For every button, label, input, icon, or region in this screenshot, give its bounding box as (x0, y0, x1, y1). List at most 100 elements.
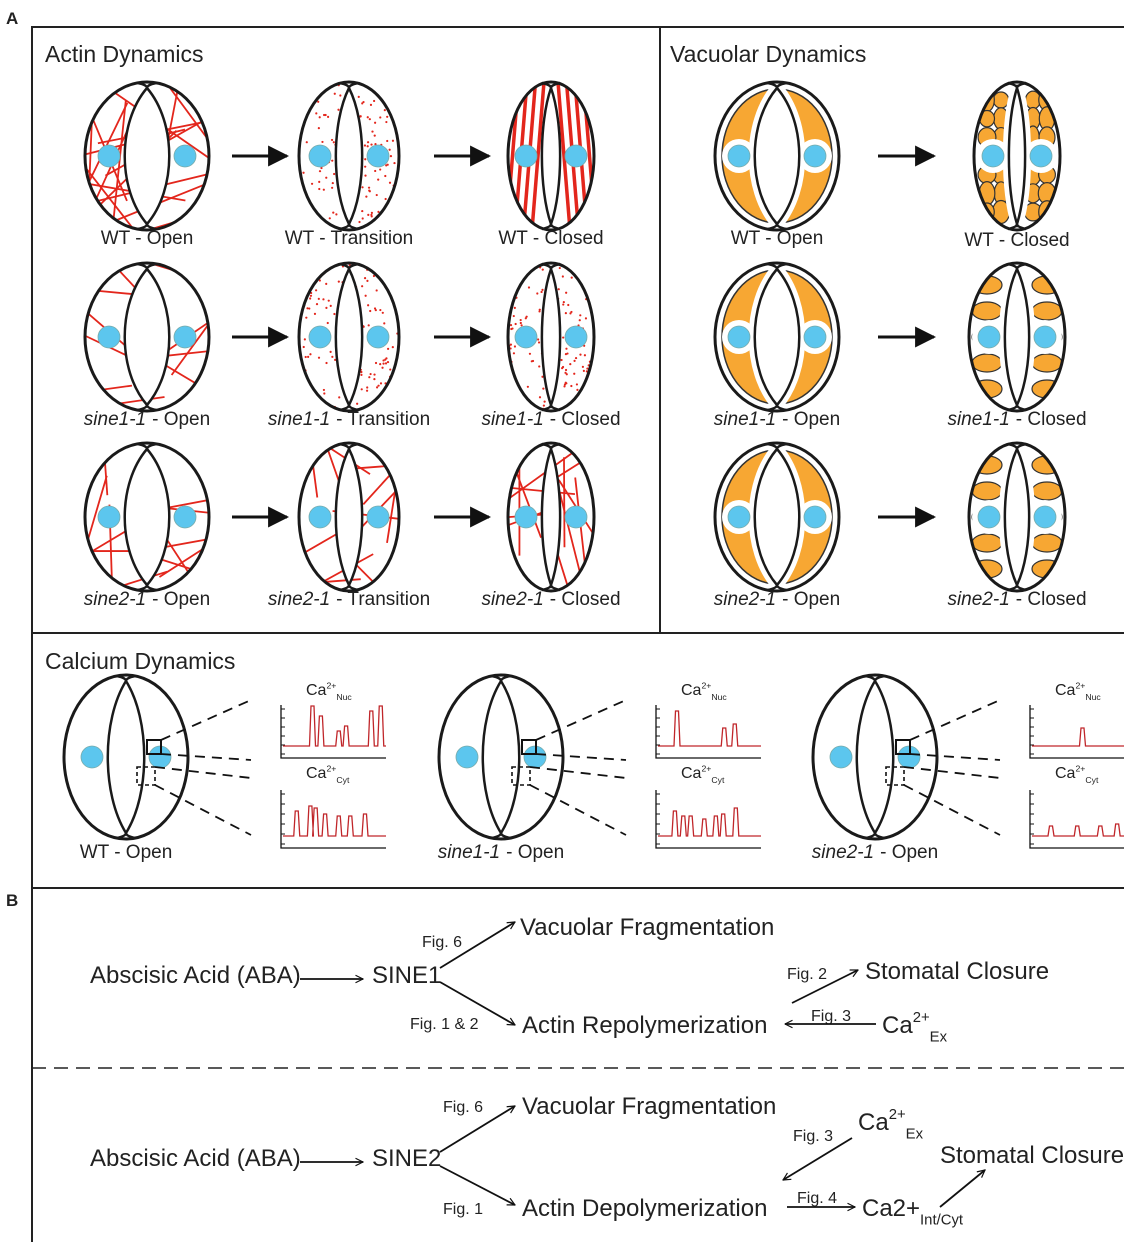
actin-fragment (305, 316, 308, 319)
state: - Transition (319, 228, 413, 249)
trace-axes (280, 705, 386, 759)
actin-fragment (372, 84, 376, 87)
actin-fragment (582, 269, 585, 272)
actin-fragment (305, 141, 308, 144)
actin-fragment (318, 180, 321, 183)
trace-title: Ca2+Nuc (1055, 681, 1101, 702)
notch (339, 262, 359, 412)
genotype: WT (101, 228, 131, 249)
nucleus (829, 745, 853, 769)
actin-fragment (385, 120, 388, 124)
actin-fragment (332, 141, 335, 144)
notch (1007, 262, 1027, 412)
actin-fragment (365, 195, 368, 198)
arrow (791, 969, 858, 1004)
edge-label: Fig. 2 (787, 966, 827, 983)
actin-fragment (338, 396, 341, 399)
subscript: Nuc (711, 692, 727, 702)
stoma (297, 261, 401, 413)
pathway-node: Ca2+Int/Cyt (862, 1195, 964, 1228)
actin-fragment (366, 116, 369, 119)
actin-fragment (301, 287, 304, 290)
actin-fragment (337, 280, 340, 283)
actin-fragment (524, 266, 527, 269)
nuclear-roi (521, 739, 537, 755)
actin-fragment (360, 388, 363, 391)
actin-fragment (508, 293, 510, 297)
arrow (439, 921, 515, 969)
caption: sine2-1 - Open (714, 589, 840, 610)
actin-fragment (375, 193, 378, 197)
actin-fragment (370, 215, 373, 218)
cell-wall (967, 261, 1067, 413)
notch (491, 674, 511, 840)
state: - Open (782, 589, 840, 610)
actin-fragment (361, 217, 364, 220)
caption: sine2-1 - Transition (268, 589, 430, 610)
actin-fragment (329, 350, 332, 353)
actin-fragment (377, 384, 380, 387)
pathway-node: SINE1 (372, 962, 441, 989)
actin-fragment (558, 266, 561, 270)
actin-fragment (389, 368, 392, 371)
actin-filament (154, 357, 209, 406)
actin-fragment (538, 308, 541, 311)
stoma (811, 673, 939, 841)
vacuole (992, 91, 1010, 109)
nucleus (97, 144, 121, 168)
actin-fragment (377, 263, 380, 266)
genotype: sine1-1 (268, 409, 330, 430)
nucleus (977, 505, 1001, 529)
actin-fragment (365, 389, 369, 392)
actin-fragment (318, 116, 321, 119)
actin-fragment (561, 275, 564, 278)
text-base: SINE1 (372, 962, 441, 989)
actin-fragment (378, 225, 381, 228)
nucleus (564, 325, 588, 349)
pathway-node: Actin Repolymerization (522, 1012, 767, 1039)
panel-label: B (6, 891, 18, 910)
actin-fragment (373, 373, 376, 376)
state: - Transition (336, 589, 430, 610)
actin-fragment (331, 355, 334, 358)
superscript: 2+ (701, 764, 711, 774)
actin-fragment (397, 292, 399, 295)
cell-wall (297, 80, 401, 232)
text-base: SINE2 (372, 1145, 441, 1172)
actin-fragment (380, 216, 383, 219)
actin-fragment (563, 383, 567, 386)
actin-fragment (397, 92, 399, 95)
actin-fragment (374, 121, 377, 124)
caption: sine2-1 - Closed (947, 589, 1086, 610)
nucleus (981, 144, 1005, 168)
actin-fragment (514, 277, 517, 281)
actin-fragment (301, 101, 304, 104)
vacuole (979, 87, 995, 113)
state: - Closed (1016, 409, 1087, 430)
notch (116, 674, 136, 840)
arrow (939, 1170, 985, 1208)
actin-fragment (311, 217, 314, 220)
actin-fragment (310, 269, 313, 272)
actin-fragment (373, 134, 376, 137)
actin-fragment (583, 354, 587, 357)
actin-fragment (377, 210, 380, 213)
actin-fragment (562, 303, 565, 306)
actin-filament (158, 527, 209, 578)
actin-fragment (385, 164, 388, 167)
actin-fragment (322, 388, 326, 392)
text-base: Ca (882, 1012, 913, 1039)
genotype: sine1-1 (947, 409, 1009, 430)
nucleus (514, 144, 538, 168)
genotype: WT (731, 228, 761, 249)
caption: sine1-1 - Closed (481, 409, 620, 430)
actin-fragment (512, 352, 516, 355)
actin-fragment (329, 304, 332, 308)
stoma (83, 261, 211, 413)
arrow (439, 981, 515, 1026)
superscript: 2+ (701, 681, 711, 691)
actin-fragment (368, 118, 371, 121)
text-base: Actin Depolymerization (522, 1195, 767, 1222)
caption: sine1-1 - Open (84, 409, 210, 430)
notch (137, 81, 157, 231)
